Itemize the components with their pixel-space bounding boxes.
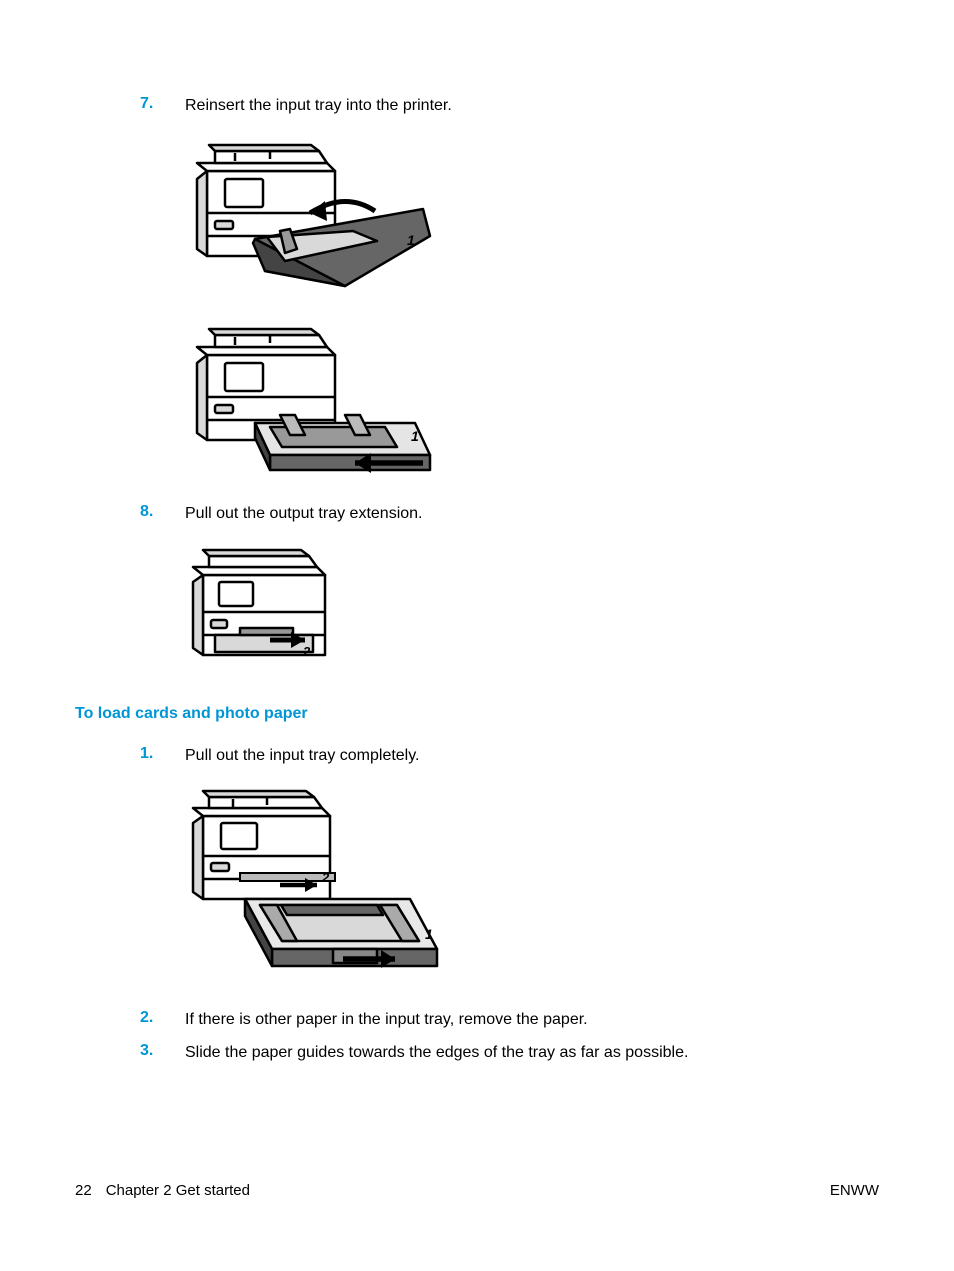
callout: 1 (411, 428, 419, 444)
step-8: 8. Pull out the output tray extension. (75, 503, 879, 525)
step-b2: 2. If there is other paper in the input … (75, 1009, 879, 1031)
step-number: 3. (140, 1042, 185, 1064)
chapter-label: Chapter 2 Get started (106, 1182, 250, 1199)
callout: 1 (407, 232, 415, 248)
page-number: 22 (75, 1182, 92, 1199)
footer-left: 22 Chapter 2 Get started (75, 1182, 250, 1199)
footer-right: ENWW (830, 1182, 879, 1199)
page: 7. Reinsert the input tray into the prin… (0, 0, 954, 1064)
step-text: If there is other paper in the input tra… (185, 1009, 879, 1031)
step-b3: 3. Slide the paper guides towards the ed… (75, 1042, 879, 1064)
figure-b1-wrap: 2 1 (75, 781, 879, 991)
figure-8: 2 (185, 540, 879, 675)
figure-b1: 2 1 (185, 781, 879, 991)
step-text: Reinsert the input tray into the printer… (185, 95, 879, 117)
page-footer: 22 Chapter 2 Get started ENWW (75, 1182, 879, 1199)
figure-7a-wrap: 1 (75, 131, 879, 301)
step-text: Slide the paper guides towards the edges… (185, 1042, 879, 1064)
callout: 1 (425, 926, 433, 942)
figure-8-wrap: 2 (75, 540, 879, 675)
step-number: 7. (140, 95, 185, 117)
section-heading: To load cards and photo paper (75, 705, 879, 723)
step-b1: 1. Pull out the input tray completely. (75, 745, 879, 767)
callout: 2 (321, 870, 330, 885)
step-number: 1. (140, 745, 185, 767)
figure-7a: 1 (185, 131, 879, 301)
figure-7b: 1 (185, 315, 879, 485)
step-number: 8. (140, 503, 185, 525)
figure-7b-wrap: 1 (75, 315, 879, 485)
step-text: Pull out the input tray completely. (185, 745, 879, 767)
callout: 2 (302, 644, 311, 659)
step-7: 7. Reinsert the input tray into the prin… (75, 95, 879, 117)
step-number: 2. (140, 1009, 185, 1031)
step-text: Pull out the output tray extension. (185, 503, 879, 525)
